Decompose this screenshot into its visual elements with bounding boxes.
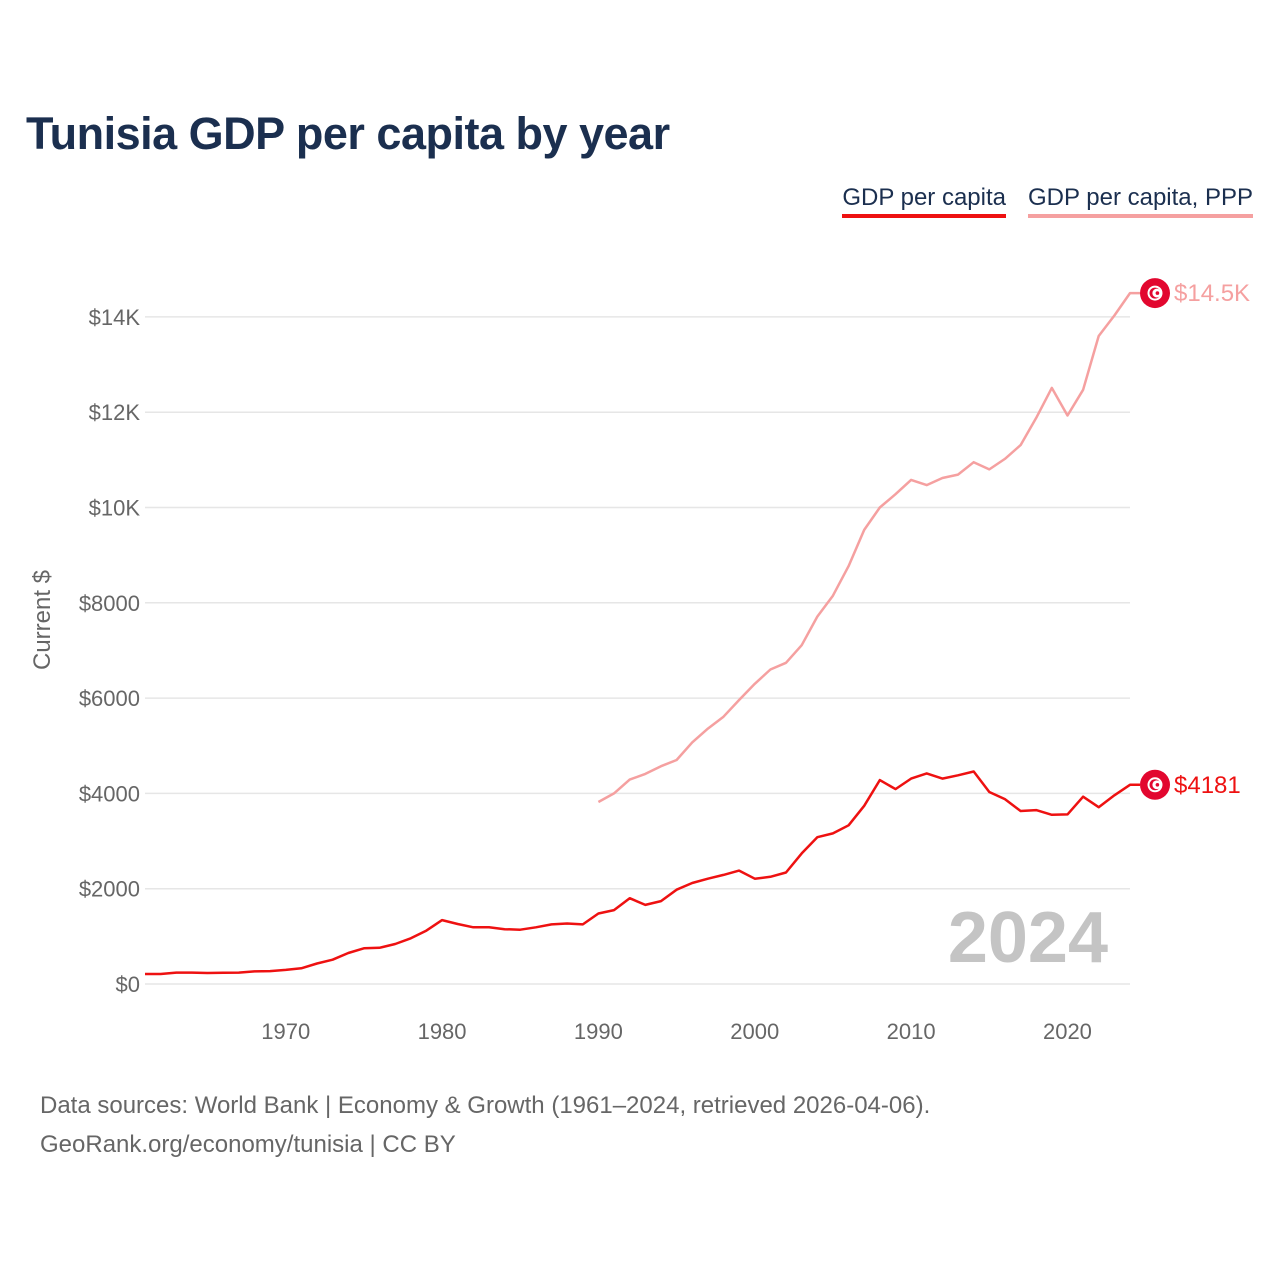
y-tick-label: $12K [89, 400, 141, 425]
y-tick-label: $0 [116, 972, 140, 997]
y-tick-label: $14K [89, 305, 141, 330]
end-value-label-gdp-per-capita-ppp: $14.5K [1174, 280, 1250, 307]
y-axis-ticks: $0 $2000 $4000 $6000 $8000 $10K $12K $14K [79, 305, 141, 997]
series-line-gdp-per-capita [145, 770, 1140, 976]
line-chart: $0$2000$4000$6000$8000$10K$12K$14K 1970 1… [29, 278, 1250, 1044]
x-tick-label: 1990 [574, 1019, 623, 1044]
chart-legend: GDP per capita GDP per capita, PPP [842, 184, 1253, 218]
flag-marker-icon [1140, 769, 1170, 800]
flag-marker-icon [1140, 278, 1170, 309]
series-line-gdp-per-capita-ppp [597, 291, 1140, 804]
footer-sources: Data sources: World Bank | Economy & Gro… [40, 1092, 931, 1119]
y-tick-label: $10K [89, 496, 141, 521]
y-tick-label: $4000 [79, 781, 140, 806]
end-markers: $4181 $14.5K [1140, 278, 1250, 800]
x-tick-label: 2010 [887, 1019, 936, 1044]
footer-link[interactable]: GeoRank.org/economy/tunisia | CC BY [40, 1131, 456, 1158]
end-value-label-gdp-per-capita: $4181 [1174, 772, 1241, 799]
footer: Data sources: World Bank | Economy & Gro… [40, 1086, 930, 1164]
x-tick-label: 2020 [1043, 1019, 1092, 1044]
x-tick-label: 1980 [418, 1019, 467, 1044]
y-axis-label: Current $ [29, 570, 56, 670]
series-lines [145, 291, 1140, 976]
y-tick-label: $8000 [79, 591, 140, 616]
y-tick-label: $2000 [79, 877, 140, 902]
page-title: Tunisia GDP per capita by year [26, 108, 670, 159]
legend-gdp-per-capita[interactable]: GDP per capita [842, 184, 1006, 218]
grid-lines [145, 316, 1130, 985]
y-tick-label: $6000 [79, 686, 140, 711]
legend-gdp-per-capita-ppp[interactable]: GDP per capita, PPP [1028, 184, 1253, 218]
x-axis-ticks: 1970 1980 1990 2000 2010 2020 [261, 1019, 1092, 1044]
year-watermark: 2024 [948, 898, 1108, 978]
x-tick-label: 2000 [730, 1019, 779, 1044]
x-tick-label: 1970 [261, 1019, 310, 1044]
